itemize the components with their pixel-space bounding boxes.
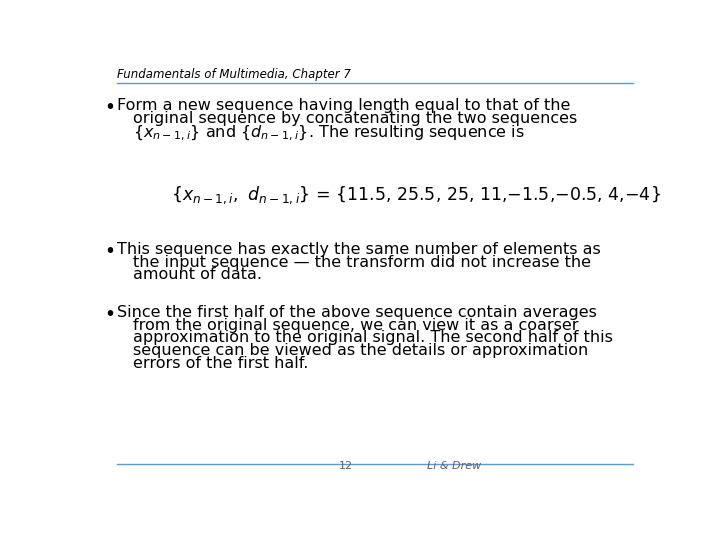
Text: •: • [104, 242, 115, 261]
Text: Form a new sequence having length equal to that of the: Form a new sequence having length equal … [117, 98, 570, 113]
Text: the input sequence — the transform did not increase the: the input sequence — the transform did n… [132, 254, 590, 269]
Text: from the original sequence, we can view it as a coarser: from the original sequence, we can view … [132, 318, 578, 333]
Text: •: • [104, 98, 115, 117]
Text: 12: 12 [338, 461, 353, 471]
Text: errors of the first half.: errors of the first half. [132, 356, 308, 371]
Text: $\{x_{n-1,i}\}$ and $\{d_{n-1,i}\}$. The resulting sequence is: $\{x_{n-1,i}\}$ and $\{d_{n-1,i}\}$. The… [132, 123, 524, 143]
Text: Li & Drew: Li & Drew [427, 461, 482, 471]
Text: amount of data.: amount of data. [132, 267, 261, 282]
Text: $\{x_{n-1,i},\ d_{n-1,i}\}$ = {11.5, 25.5, 25, 11,−1.5,−0.5, 4,−4}: $\{x_{n-1,i},\ d_{n-1,i}\}$ = {11.5, 25.… [171, 184, 661, 206]
Text: approximation to the original signal. The second half of this: approximation to the original signal. Th… [132, 330, 613, 346]
Text: •: • [104, 305, 115, 324]
Text: Since the first half of the above sequence contain averages: Since the first half of the above sequen… [117, 305, 597, 320]
Text: This sequence has exactly the same number of elements as: This sequence has exactly the same numbe… [117, 242, 601, 257]
Text: original sequence by concatenating the two sequences: original sequence by concatenating the t… [132, 111, 577, 126]
Text: sequence can be viewed as the details or approximation: sequence can be viewed as the details or… [132, 343, 588, 358]
Text: Fundamentals of Multimedia, Chapter 7: Fundamentals of Multimedia, Chapter 7 [117, 68, 351, 80]
